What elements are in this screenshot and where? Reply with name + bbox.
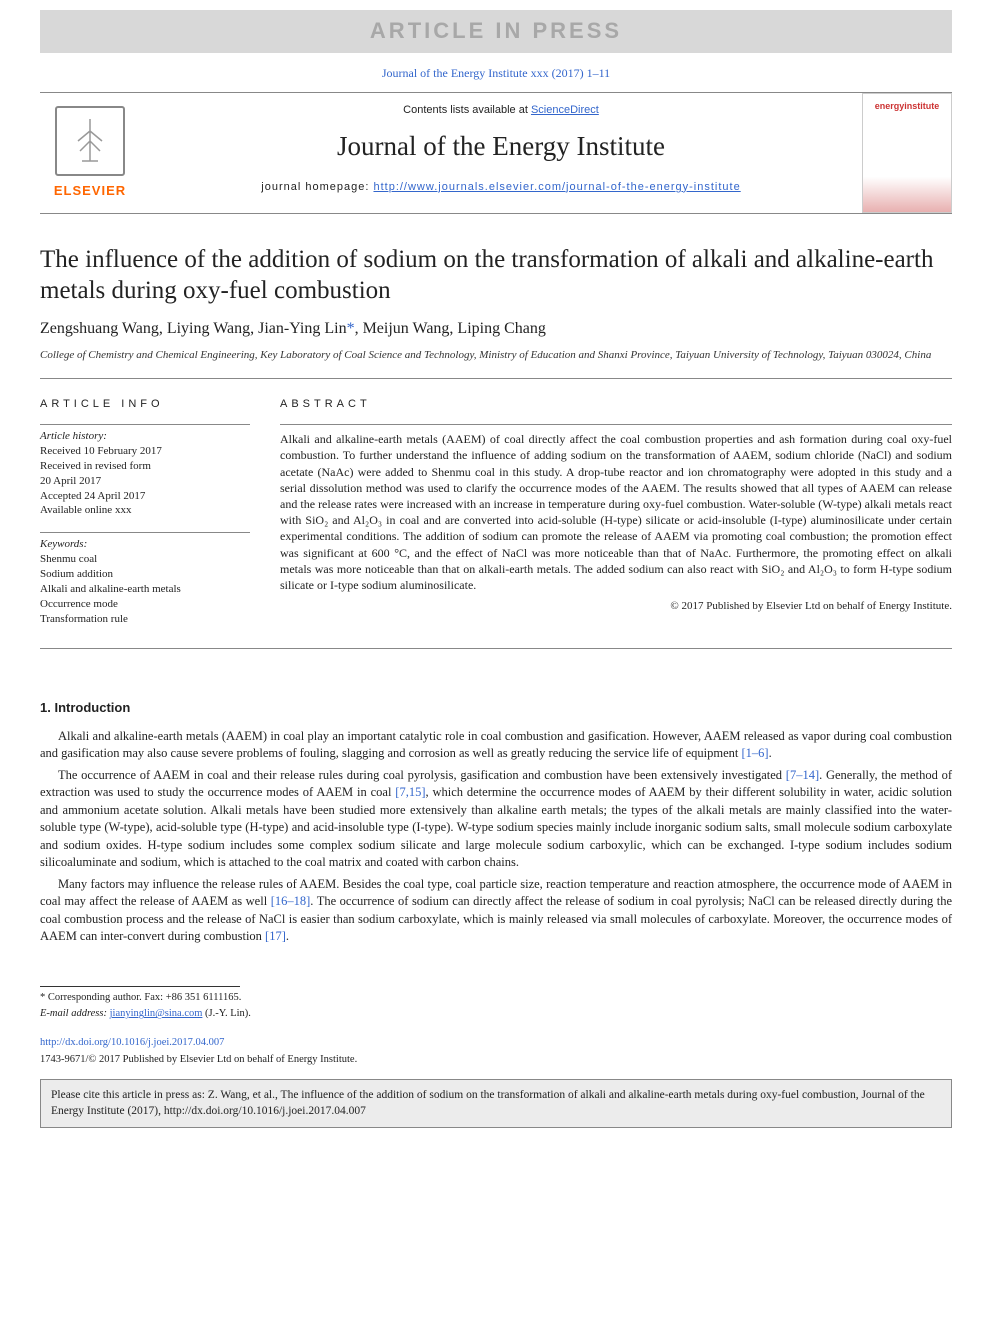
abstract-copyright: © 2017 Published by Elsevier Ltd on beha…	[280, 599, 952, 614]
elsevier-logo: ELSEVIER	[40, 93, 140, 213]
abstract-heading: ABSTRACT	[280, 397, 952, 412]
citation-box: Please cite this article in press as: Z.…	[40, 1079, 952, 1128]
history-line: Received 10 February 2017	[40, 444, 250, 459]
abstract-text: Alkali and alkaline-earth metals (AAEM) …	[280, 424, 952, 593]
keywords-block: Keywords: Shenmu coal Sodium addition Al…	[40, 532, 250, 626]
corresponding-mark: *	[347, 320, 355, 337]
keyword: Occurrence mode	[40, 597, 250, 612]
issn-copyright: 1743-9671/© 2017 Published by Elsevier L…	[40, 1053, 952, 1068]
keyword: Alkali and alkaline-earth metals	[40, 582, 250, 597]
email-tail: (J.-Y. Lin).	[202, 1008, 251, 1019]
info-abstract-row: ARTICLE INFO Article history: Received 1…	[40, 397, 952, 641]
journal-homepage-line: journal homepage: http://www.journals.el…	[156, 180, 846, 195]
doi-link[interactable]: http://dx.doi.org/10.1016/j.joei.2017.04…	[40, 1036, 952, 1051]
journal-reference: Journal of the Energy Institute xxx (201…	[0, 65, 992, 82]
p3-text-c: .	[286, 929, 289, 943]
intro-para-2: The occurrence of AAEM in coal and their…	[40, 767, 952, 872]
journal-header: ELSEVIER Contents lists available at Sci…	[40, 92, 952, 214]
email-label: E-mail address:	[40, 1008, 110, 1019]
ref-7-15[interactable]: [7,15]	[395, 785, 425, 799]
keyword: Shenmu coal	[40, 552, 250, 567]
author-list: Zengshuang Wang, Liying Wang, Jian-Ying …	[40, 318, 952, 340]
intro-para-1: Alkali and alkaline-earth metals (AAEM) …	[40, 728, 952, 763]
keyword: Sodium addition	[40, 567, 250, 582]
journal-cover-thumbnail: energyinstitute	[862, 93, 952, 213]
article-title: The influence of the addition of sodium …	[40, 244, 952, 307]
ref-16-18[interactable]: [16–18]	[271, 894, 311, 908]
ref-7-14[interactable]: [7–14]	[786, 768, 819, 782]
history-line: 20 April 2017	[40, 474, 250, 489]
elsevier-tree-icon	[55, 106, 125, 176]
divider	[40, 648, 952, 649]
homepage-url[interactable]: http://www.journals.elsevier.com/journal…	[373, 181, 740, 193]
ref-17[interactable]: [17]	[265, 929, 286, 943]
article-info-column: ARTICLE INFO Article history: Received 1…	[40, 397, 250, 641]
corresponding-author-footnote: * Corresponding author. Fax: +86 351 611…	[40, 991, 952, 1006]
contents-prefix: Contents lists available at	[403, 104, 531, 116]
email-link[interactable]: jianyinglin@sina.com	[110, 1008, 203, 1019]
footnote-divider	[40, 986, 240, 987]
keywords-subhead: Keywords:	[40, 537, 250, 552]
history-subhead: Article history:	[40, 429, 250, 444]
email-footnote: E-mail address: jianyinglin@sina.com (J.…	[40, 1007, 952, 1022]
p1-text-a: Alkali and alkaline-earth metals (AAEM) …	[40, 729, 952, 761]
cover-title: energyinstitute	[875, 100, 940, 113]
history-line: Accepted 24 April 2017	[40, 489, 250, 504]
homepage-label: journal homepage:	[261, 181, 373, 193]
divider	[40, 378, 952, 379]
p2-text-a: The occurrence of AAEM in coal and their…	[58, 768, 786, 782]
journal-name: Journal of the Energy Institute	[156, 128, 846, 166]
intro-para-3: Many factors may influence the release r…	[40, 876, 952, 946]
header-center: Contents lists available at ScienceDirec…	[140, 93, 862, 213]
sciencedirect-link[interactable]: ScienceDirect	[531, 104, 599, 116]
history-line: Available online xxx	[40, 503, 250, 518]
article-info-heading: ARTICLE INFO	[40, 397, 250, 412]
affiliation: College of Chemistry and Chemical Engine…	[40, 348, 952, 363]
keyword: Transformation rule	[40, 612, 250, 627]
article-in-press-banner: ARTICLE IN PRESS	[40, 10, 952, 53]
contents-available-line: Contents lists available at ScienceDirec…	[156, 103, 846, 118]
article-history-block: Article history: Received 10 February 20…	[40, 424, 250, 518]
history-line: Received in revised form	[40, 459, 250, 474]
elsevier-label: ELSEVIER	[54, 182, 126, 200]
abstract-column: ABSTRACT Alkali and alkaline-earth metal…	[280, 397, 952, 641]
p1-text-b: .	[769, 746, 772, 760]
authors-tail: , Meijun Wang, Liping Chang	[355, 320, 546, 337]
authors-main: Zengshuang Wang, Liying Wang, Jian-Ying …	[40, 320, 347, 337]
ref-1-6[interactable]: [1–6]	[742, 746, 769, 760]
section-1-heading: 1. Introduction	[40, 699, 952, 717]
